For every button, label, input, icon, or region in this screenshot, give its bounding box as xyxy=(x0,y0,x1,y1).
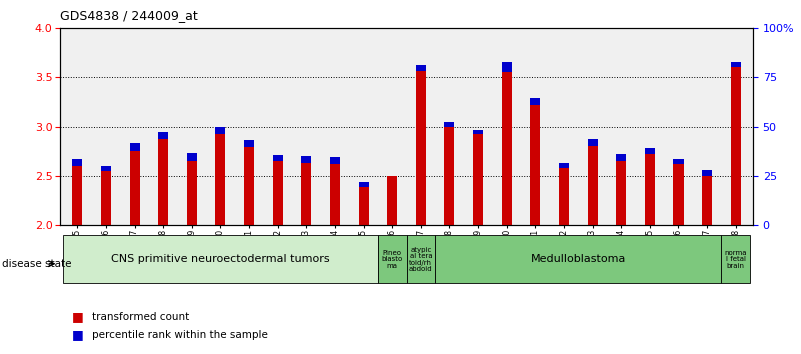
Text: ■: ■ xyxy=(72,310,84,323)
Bar xyxy=(215,126,225,135)
Bar xyxy=(731,62,741,67)
Bar xyxy=(416,65,426,70)
Bar xyxy=(301,156,312,163)
Bar xyxy=(473,130,483,135)
Bar xyxy=(416,70,426,225)
Bar xyxy=(215,135,225,225)
Text: Medulloblastoma: Medulloblastoma xyxy=(530,254,626,264)
Bar xyxy=(301,163,312,225)
Text: Pineo
blasto
ma: Pineo blasto ma xyxy=(381,250,403,269)
Bar xyxy=(187,161,197,225)
Bar xyxy=(530,105,541,225)
Bar xyxy=(187,153,197,161)
Bar xyxy=(101,171,111,225)
Bar xyxy=(130,151,139,225)
Bar xyxy=(63,235,378,283)
Bar xyxy=(674,159,683,164)
Bar xyxy=(616,161,626,225)
Bar xyxy=(435,235,722,283)
Bar xyxy=(359,182,368,188)
Text: atypic
al tera
toid/rh
abdoid: atypic al tera toid/rh abdoid xyxy=(409,246,433,272)
Bar xyxy=(445,122,454,126)
Text: ■: ■ xyxy=(72,328,84,341)
Bar xyxy=(272,155,283,161)
Bar xyxy=(702,176,712,225)
Bar xyxy=(158,132,168,139)
Bar xyxy=(559,168,569,225)
Bar xyxy=(588,146,598,225)
Bar xyxy=(645,148,655,154)
Bar xyxy=(244,147,254,225)
Bar xyxy=(101,166,111,171)
Bar xyxy=(330,164,340,225)
Bar xyxy=(722,235,750,283)
Bar xyxy=(530,98,541,105)
Bar xyxy=(272,161,283,225)
Bar xyxy=(473,135,483,225)
Bar xyxy=(387,176,397,225)
Bar xyxy=(244,140,254,147)
Bar xyxy=(645,154,655,225)
Bar xyxy=(330,157,340,164)
Bar xyxy=(674,164,683,225)
Bar xyxy=(359,188,368,225)
Text: transformed count: transformed count xyxy=(92,312,189,322)
Bar xyxy=(588,139,598,146)
Bar xyxy=(406,235,435,283)
Text: norma
l fetal
brain: norma l fetal brain xyxy=(725,250,747,269)
Text: percentile rank within the sample: percentile rank within the sample xyxy=(92,330,268,339)
Text: GDS4838 / 244009_at: GDS4838 / 244009_at xyxy=(60,9,198,22)
Bar xyxy=(130,143,139,151)
Text: disease state: disease state xyxy=(2,259,71,269)
Bar xyxy=(501,72,512,225)
Bar xyxy=(616,154,626,161)
Bar xyxy=(445,126,454,225)
Bar xyxy=(731,67,741,225)
Bar xyxy=(702,170,712,176)
Bar xyxy=(158,139,168,225)
Bar xyxy=(378,235,406,283)
Bar xyxy=(559,163,569,168)
Bar xyxy=(72,159,83,166)
Bar xyxy=(72,166,83,225)
Text: CNS primitive neuroectodermal tumors: CNS primitive neuroectodermal tumors xyxy=(111,254,330,264)
Bar xyxy=(501,62,512,72)
